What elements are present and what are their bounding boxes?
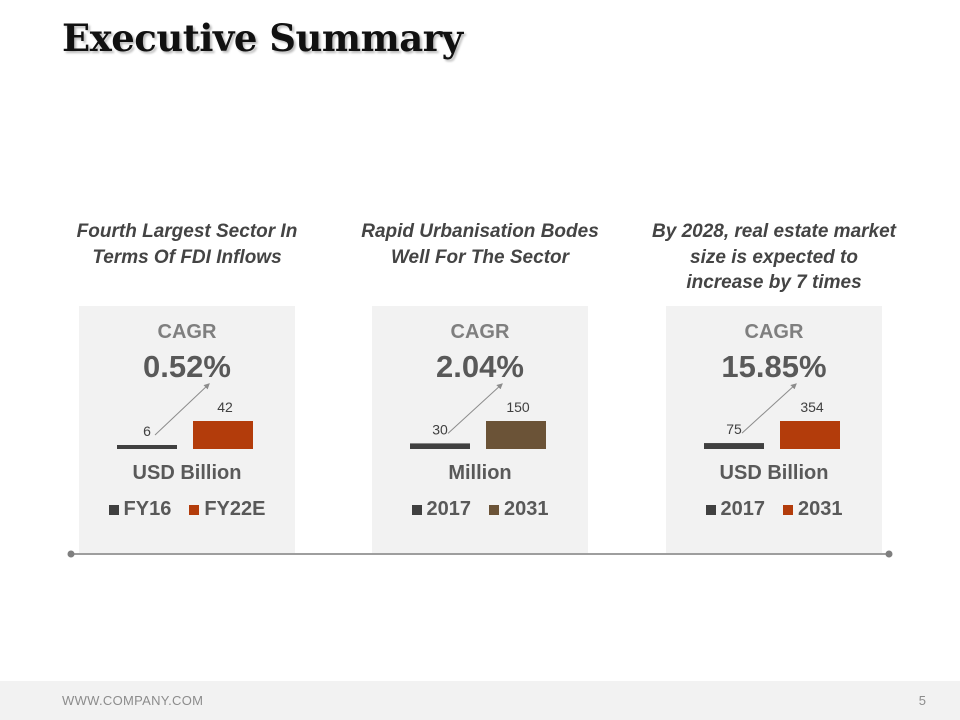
timeline-dot-right	[885, 550, 893, 558]
legend-label: 2017	[426, 498, 472, 520]
panel-urbanisation: CAGR 2.04% 30 150 Million 2017 2031	[372, 306, 588, 553]
legend-swatch	[489, 504, 499, 515]
growth-arrow	[447, 383, 503, 434]
legend-swatch	[189, 504, 200, 515]
chart-legend: FY16 FY22E	[79, 498, 295, 521]
data-label: 6	[143, 423, 151, 439]
legend-item: 2017	[411, 498, 472, 521]
footer-url: WWW.COMPANY.COM	[62, 693, 204, 708]
timeline-divider	[67, 550, 893, 558]
legend-label: 2031	[504, 498, 549, 520]
unit-label: USD Billion	[132, 462, 242, 484]
cagr-value: 15.85%	[721, 349, 827, 384]
legend-swatch	[783, 504, 793, 515]
data-label: 354	[800, 399, 824, 415]
cagr-value: 0.52%	[143, 349, 231, 384]
cagr-value: 2.04%	[436, 349, 524, 384]
chart-legend: 2017 2031	[666, 498, 882, 521]
page-number: 5	[918, 693, 926, 708]
data-label: 75	[726, 421, 742, 437]
bar	[780, 421, 840, 449]
bar-chart-urbanisation: 30 150	[410, 383, 546, 449]
bar	[704, 443, 764, 449]
bar	[117, 445, 177, 449]
cagr-label: CAGR	[450, 321, 510, 343]
cagr-label: CAGR	[157, 321, 217, 343]
growth-arrow	[741, 383, 797, 434]
panel-fdi: CAGR 0.52% 6 42 USD Billion FY16 FY22E	[79, 306, 295, 553]
legend-label: 2031	[798, 498, 843, 520]
bar-chart-market-size: 75 354	[704, 383, 840, 449]
column-caption-fdi: Fourth Largest Sector In Terms Of FDI In…	[76, 221, 298, 268]
bar	[193, 421, 253, 449]
legend-item: FY16	[108, 498, 172, 521]
bar	[486, 421, 546, 449]
cagr-label: CAGR	[744, 321, 804, 343]
slide-title: Executive Summary	[62, 16, 463, 60]
timeline-dot-left	[67, 550, 75, 558]
data-label: 42	[217, 399, 233, 415]
legend-item: 2031	[489, 498, 549, 521]
legend-item: 2031	[783, 498, 843, 521]
legend-label: FY16	[123, 498, 172, 520]
legend-item: 2017	[705, 498, 766, 521]
column-caption-urbanisation: Rapid Urbanisation Bodes Well For The Se…	[361, 221, 599, 268]
data-label: 30	[432, 421, 448, 437]
unit-label: USD Billion	[719, 462, 829, 484]
data-label: 150	[506, 399, 530, 415]
legend-swatch	[411, 504, 422, 515]
legend-label: 2017	[720, 498, 766, 520]
footer-bar: WWW.COMPANY.COM 5	[0, 681, 960, 720]
panel-market-size: CAGR 15.85% 75 354 USD Billion 2017 2031	[666, 306, 882, 553]
bar	[410, 443, 470, 449]
bar-chart-fdi: 6 42	[117, 383, 253, 449]
legend-swatch	[108, 504, 119, 515]
legend-swatch	[705, 504, 716, 515]
column-caption-market-size: By 2028, real estate market size is expe…	[652, 221, 896, 293]
growth-arrow	[154, 383, 210, 436]
unit-label: Million	[448, 462, 512, 484]
legend-label: FY22E	[204, 498, 266, 520]
chart-legend: 2017 2031	[372, 498, 588, 521]
legend-item: FY22E	[189, 498, 265, 521]
